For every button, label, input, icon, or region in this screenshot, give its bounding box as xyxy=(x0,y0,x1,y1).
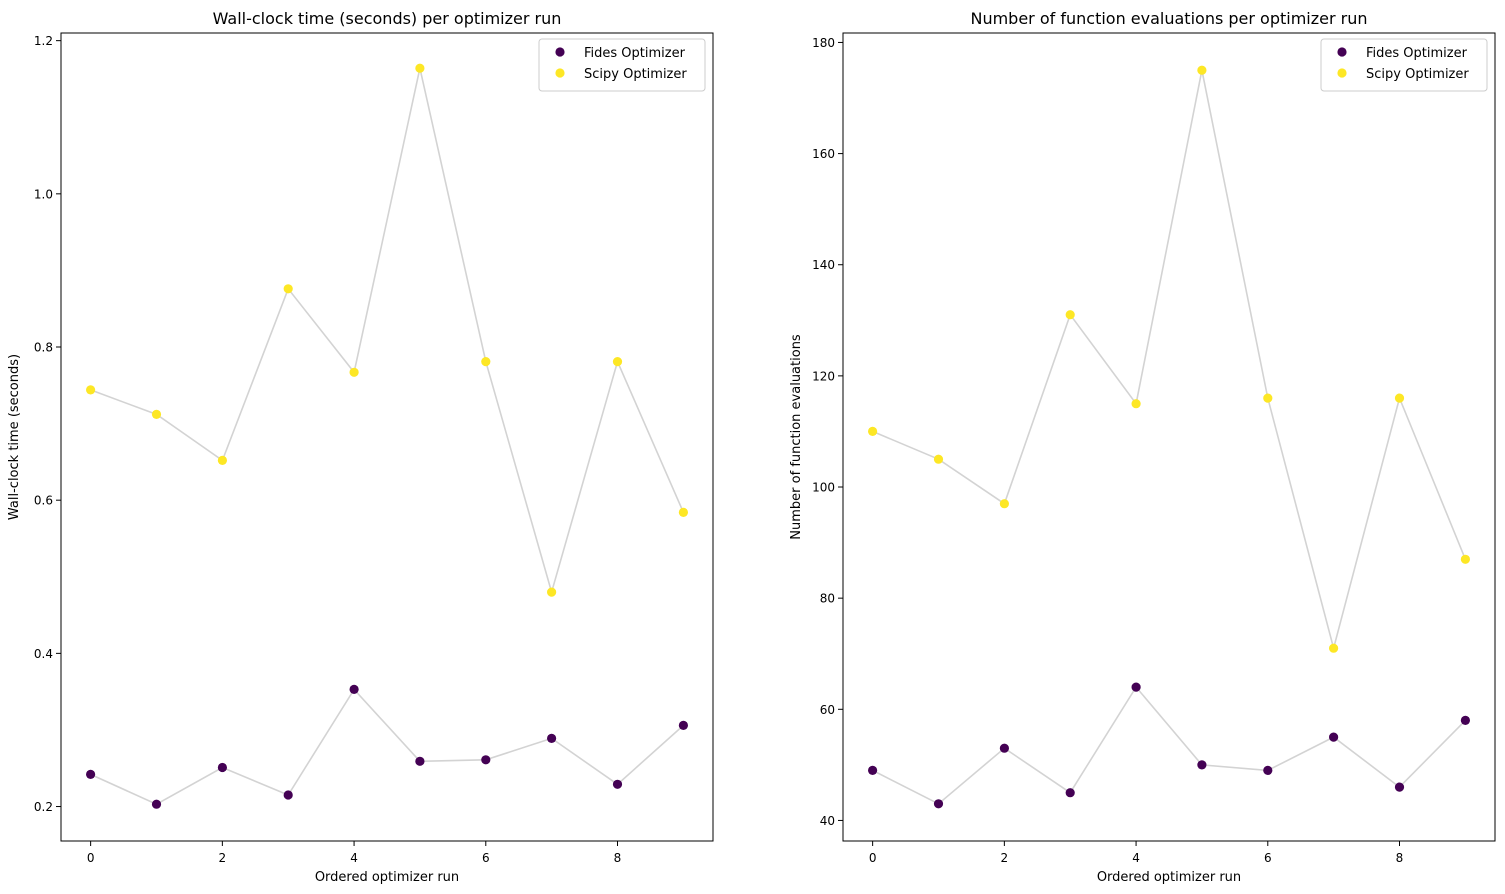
y-tick-label: 0.8 xyxy=(34,341,53,355)
x-axis-label: Ordered optimizer run xyxy=(1097,870,1241,885)
data-point xyxy=(415,63,425,73)
y-tick-label: 140 xyxy=(812,258,835,272)
legend-marker xyxy=(555,47,565,57)
data-point xyxy=(217,455,227,465)
y-tick-label: 1.0 xyxy=(34,187,53,201)
data-point xyxy=(1263,393,1273,403)
data-point xyxy=(547,587,557,597)
x-tick-label: 6 xyxy=(1264,851,1272,865)
legend-label: Fides Optimizer xyxy=(1366,46,1468,61)
x-tick-label: 4 xyxy=(350,851,358,865)
data-point xyxy=(1329,643,1339,653)
data-point xyxy=(1197,65,1207,75)
data-point xyxy=(1460,715,1470,726)
data-point xyxy=(999,743,1010,753)
data-point xyxy=(349,684,359,695)
series-line-scipy-optimizer xyxy=(872,70,1467,652)
x-tick-label: 2 xyxy=(1001,851,1009,865)
y-tick-label: 120 xyxy=(812,369,835,383)
x-tick-label: 4 xyxy=(1132,851,1140,865)
legend-marker xyxy=(555,68,565,78)
y-tick-label: 100 xyxy=(812,481,835,495)
legend-box xyxy=(538,38,706,92)
y-axis-label: Wall-clock time (seconds) xyxy=(7,354,22,520)
y-tick-label: 60 xyxy=(820,703,835,717)
y-tick-label: 40 xyxy=(820,814,835,828)
data-point xyxy=(1394,393,1405,403)
x-tick-label: 2 xyxy=(219,851,227,865)
y-tick-label: 0.2 xyxy=(34,800,53,814)
data-point xyxy=(283,284,293,294)
series-line-fides-optimizer xyxy=(872,685,1466,805)
data-point xyxy=(933,799,944,809)
data-point xyxy=(349,367,359,377)
data-point xyxy=(547,733,557,744)
wall-clock-chart: 0 2 4 6 8 0.2 0.4 0.6 0.8 1.0 1.2 Wall-clock time (… xyxy=(7,9,714,885)
data-point xyxy=(999,499,1010,509)
y-tick-label: 0.4 xyxy=(34,647,53,661)
data-point xyxy=(86,385,96,395)
data-point xyxy=(612,779,623,789)
data-point xyxy=(868,426,878,436)
legend-label: Scipy Optimizer xyxy=(584,67,687,82)
data-point xyxy=(1131,682,1141,692)
data-point xyxy=(933,454,944,464)
legend-label: Scipy Optimizer xyxy=(1366,67,1469,82)
chart-title: Number of function evaluations per optim… xyxy=(970,9,1367,28)
x-tick-label: 8 xyxy=(614,851,622,865)
x-tick-label: 0 xyxy=(87,851,95,865)
legend-label: Fides Optimizer xyxy=(584,46,686,61)
legend: Fides Optimizer Scipy Optimizer xyxy=(538,38,706,92)
data-point xyxy=(481,755,491,765)
y-tick-label: 180 xyxy=(812,36,835,50)
data-point xyxy=(612,357,623,367)
data-point xyxy=(1065,788,1075,798)
y-tick-label: 0.6 xyxy=(34,494,53,508)
function-evaluations-chart: 0 2 4 6 8 40 60 80 100 120 140 160 180 Number of func… xyxy=(789,9,1496,885)
data-point xyxy=(1131,399,1141,409)
data-point xyxy=(151,409,162,419)
y-tick-label: 80 xyxy=(820,592,835,606)
data-point xyxy=(1329,732,1339,742)
chart-title: Wall-clock time (seconds) per optimizer … xyxy=(213,9,562,28)
data-point xyxy=(86,769,96,780)
data-point xyxy=(868,765,878,776)
data-point xyxy=(1460,554,1470,564)
y-tick-label: 1.2 xyxy=(34,34,53,48)
axes-frame xyxy=(842,32,1496,842)
y-tick-label: 160 xyxy=(812,147,835,161)
legend: Fides Optimizer Scipy Optimizer xyxy=(1320,38,1488,92)
data-point xyxy=(151,799,162,809)
x-tick-label: 8 xyxy=(1396,851,1404,865)
data-point xyxy=(1197,760,1207,770)
data-point xyxy=(1394,782,1405,792)
legend-marker xyxy=(1337,47,1347,57)
x-tick-label: 6 xyxy=(482,851,490,865)
data-point xyxy=(283,790,293,800)
x-axis-label: Ordered optimizer run xyxy=(315,870,459,885)
data-point xyxy=(1263,765,1273,776)
y-axis-label: Number of function evaluations xyxy=(789,334,804,540)
legend-marker xyxy=(1337,68,1347,78)
x-tick-label: 0 xyxy=(869,851,877,865)
data-point xyxy=(678,507,689,517)
axes-frame xyxy=(60,32,714,842)
data-point xyxy=(481,357,491,367)
data-point xyxy=(1065,310,1075,320)
series-line-fides-optimizer xyxy=(90,688,684,806)
legend-box xyxy=(1320,38,1488,92)
data-point xyxy=(217,762,227,773)
data-point xyxy=(415,756,425,766)
data-point xyxy=(678,720,689,731)
series-line-scipy-optimizer xyxy=(90,68,685,596)
